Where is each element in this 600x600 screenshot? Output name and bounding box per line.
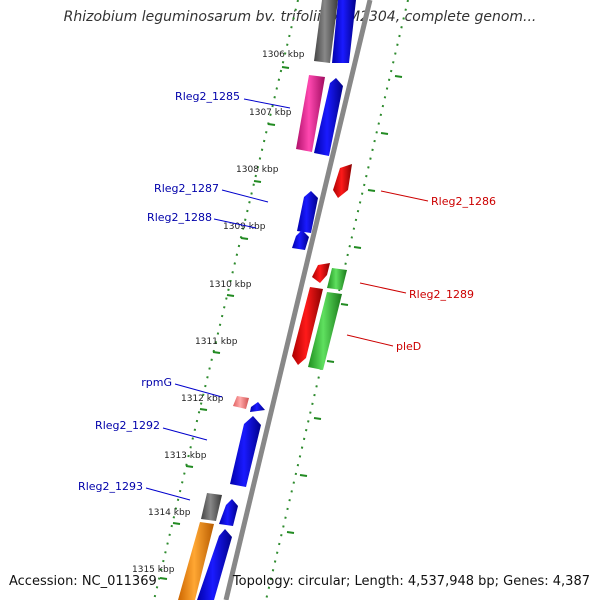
tick-label: 1306 kbp	[262, 50, 305, 60]
label-rleg2-1286[interactable]: Rleg2_1286	[431, 195, 496, 208]
gene-pleD[interactable]	[327, 268, 347, 290]
gene-pleD-green[interactable]	[308, 292, 342, 370]
kbp-ticks: 1306 kbp 1307 kbp 1308 kbp 1309 kbp 1310	[132, 50, 403, 580]
reverse-gene-labels: Rleg2_1286 Rleg2_1289 pleD	[396, 195, 496, 353]
gene-rleg2-1293[interactable]	[201, 493, 222, 521]
gene-rleg2-1293-blue[interactable]	[219, 499, 238, 526]
gene-rleg2-1292[interactable]	[230, 416, 261, 487]
genome-summary-text: Topology: circular; Length: 4,537,948 bp…	[232, 574, 590, 589]
gene-rleg2-1289-red[interactable]	[292, 287, 323, 365]
gene-blue-bottom[interactable]	[197, 529, 232, 600]
tick-label: 1314 kbp	[148, 508, 191, 518]
tick-1309: 1309 kbp	[223, 222, 362, 249]
tick-1310: 1310 kbp	[209, 280, 349, 306]
accession-text: Accession: NC_011369	[9, 574, 157, 589]
tick-1313: 1313 kbp	[164, 451, 308, 477]
tick-label: 1310 kbp	[209, 280, 252, 290]
tick-label: 1315 kbp	[132, 565, 175, 575]
tick-1315: 1315 kbp	[132, 565, 175, 580]
gene-rleg2-1285-blue[interactable]	[314, 78, 343, 156]
gene-orange-bottom[interactable]	[178, 522, 214, 600]
tick-track-outer	[153, 0, 299, 600]
label-rleg2-1288[interactable]: Rleg2_1288	[147, 211, 212, 224]
tick-label: 1308 kbp	[236, 165, 279, 175]
tick-1307: 1307 kbp	[249, 108, 389, 135]
tick-label: 1311 kbp	[195, 337, 238, 347]
forward-strand-features	[178, 0, 356, 600]
tick-1311: 1311 kbp	[195, 337, 335, 363]
gene-rpmG-blue[interactable]	[250, 402, 265, 412]
gene-rleg2-1286[interactable]	[333, 164, 352, 198]
tick-label: 1313 kbp	[164, 451, 207, 461]
reverse-strand-features	[292, 164, 352, 370]
tick-1312: 1312 kbp	[181, 394, 322, 420]
tick-1314: 1314 kbp	[148, 508, 295, 534]
genome-backbone	[223, 0, 373, 600]
label-rpmG[interactable]: rpmG	[141, 376, 172, 389]
gene-rleg2-1289[interactable]	[312, 263, 330, 283]
gene-blue-top[interactable]	[332, 0, 356, 63]
tick-label: 1312 kbp	[181, 394, 224, 404]
tick-label: 1309 kbp	[223, 222, 266, 232]
map-title: Rhizobium leguminosarum bv. trifolii WSM…	[63, 9, 537, 25]
tick-1308: 1308 kbp	[236, 165, 376, 192]
forward-gene-labels: Rleg2_1285 Rleg2_1287 Rleg2_1288 rpmG Rl…	[78, 90, 240, 493]
tick-label: 1307 kbp	[249, 108, 292, 118]
tick-track-inner	[265, 0, 409, 600]
label-rleg2-1289[interactable]: Rleg2_1289	[409, 288, 474, 301]
label-rleg2-1285[interactable]: Rleg2_1285	[175, 90, 240, 103]
tick-1306: 1306 kbp	[262, 50, 403, 78]
label-rleg2-1287[interactable]: Rleg2_1287	[154, 182, 219, 195]
gene-rleg2-1287[interactable]	[297, 191, 318, 233]
label-rleg2-1293[interactable]: Rleg2_1293	[78, 480, 143, 493]
gene-rleg2-1288[interactable]	[292, 230, 309, 250]
label-pleD[interactable]: pleD	[396, 340, 421, 353]
forward-label-leaders	[145, 98, 291, 501]
gene-rleg2-1285[interactable]	[296, 75, 325, 152]
gene-rpmG	[233, 396, 249, 409]
reverse-label-leaders	[346, 190, 429, 347]
gene-gray-top[interactable]	[314, 0, 338, 63]
label-rleg2-1292[interactable]: Rleg2_1292	[95, 419, 160, 432]
